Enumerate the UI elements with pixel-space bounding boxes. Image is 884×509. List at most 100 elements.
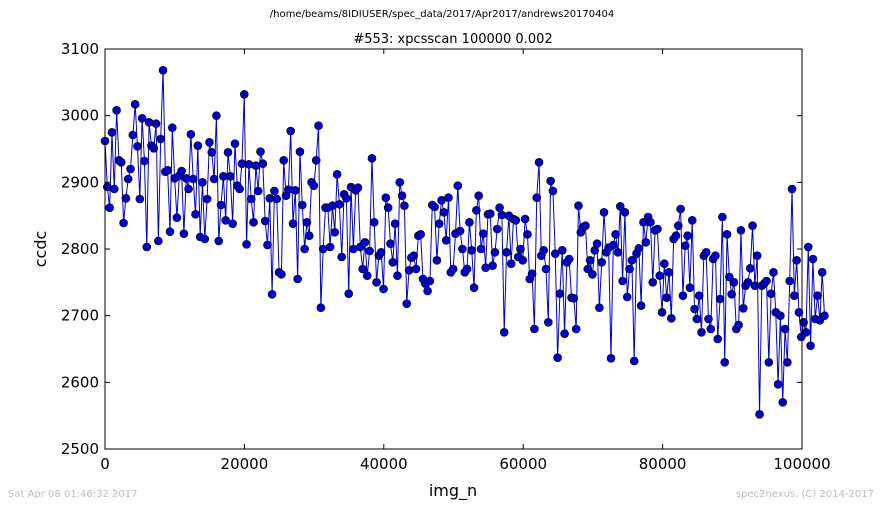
x-tick-label: 40000 xyxy=(360,455,408,473)
y-tick-label: 2900 xyxy=(61,173,99,191)
data-point xyxy=(226,172,235,181)
data-point xyxy=(790,291,799,300)
data-point xyxy=(722,230,732,239)
data-point xyxy=(615,202,625,211)
data-point xyxy=(121,194,131,203)
data-point xyxy=(154,236,163,246)
y-tick-label: 3100 xyxy=(61,40,99,58)
data-point xyxy=(706,324,716,334)
data-point xyxy=(608,240,618,250)
data-point xyxy=(295,147,305,156)
data-point xyxy=(502,248,511,257)
data-point xyxy=(729,278,739,287)
data-point xyxy=(381,193,391,202)
data-point xyxy=(648,278,658,287)
data-point xyxy=(469,283,479,292)
data-point xyxy=(485,209,495,218)
data-point xyxy=(620,208,630,217)
data-point xyxy=(128,130,138,140)
data-point xyxy=(544,318,553,327)
series-line xyxy=(104,70,826,415)
data-point xyxy=(530,324,539,334)
data-point xyxy=(755,410,764,419)
data-point xyxy=(611,230,620,239)
y-axis-label: ccdc xyxy=(31,231,50,268)
data-point xyxy=(362,271,372,280)
data-point xyxy=(734,320,743,330)
data-point xyxy=(527,269,537,278)
data-point xyxy=(490,248,500,257)
data-point xyxy=(718,212,727,222)
data-point xyxy=(820,311,829,320)
x-tick-label: 20000 xyxy=(221,455,269,473)
data-point xyxy=(286,126,295,136)
data-point xyxy=(769,268,778,277)
data-point xyxy=(367,154,377,163)
data-point xyxy=(444,193,453,202)
data-point xyxy=(671,231,681,240)
data-point xyxy=(448,264,458,274)
data-point xyxy=(592,239,602,248)
data-point xyxy=(657,308,667,317)
data-point xyxy=(553,353,562,362)
data-point xyxy=(383,203,393,212)
data-point xyxy=(249,218,258,227)
data-point xyxy=(335,200,344,209)
data-point xyxy=(773,380,783,389)
x-axis-label: img_n xyxy=(429,481,477,501)
data-point xyxy=(462,264,472,274)
data-point xyxy=(715,294,725,304)
data-point xyxy=(667,314,676,323)
data-point xyxy=(743,278,753,287)
y-tick-label: 2700 xyxy=(61,307,99,325)
data-point xyxy=(546,176,555,186)
data-point xyxy=(186,130,196,139)
data-point xyxy=(188,174,198,184)
data-point xyxy=(787,184,797,194)
data-point xyxy=(142,242,152,252)
data-point xyxy=(425,276,435,286)
data-point xyxy=(126,164,135,174)
x-tick-label: 100000 xyxy=(773,455,830,473)
data-point xyxy=(272,194,282,204)
data-point xyxy=(404,266,414,275)
data-point xyxy=(655,271,665,280)
data-point xyxy=(453,181,463,190)
data-point xyxy=(411,264,421,274)
data-point xyxy=(277,270,286,279)
data-point xyxy=(564,254,574,264)
data-point xyxy=(792,256,801,265)
data-point xyxy=(179,229,189,238)
data-point xyxy=(694,291,704,300)
data-point xyxy=(191,210,200,219)
data-point xyxy=(386,239,395,248)
data-point xyxy=(316,303,326,312)
data-point xyxy=(144,118,154,127)
data-point xyxy=(585,256,595,265)
data-point xyxy=(801,328,811,337)
data-point xyxy=(165,227,175,236)
data-point xyxy=(151,119,161,128)
data-point xyxy=(330,228,340,237)
data-point xyxy=(495,203,504,212)
data-point xyxy=(288,219,298,228)
data-point xyxy=(523,230,532,239)
data-point xyxy=(168,123,177,132)
data-point xyxy=(439,208,449,217)
data-point xyxy=(300,244,309,254)
data-point xyxy=(416,230,425,239)
data-point xyxy=(539,246,548,255)
data-point xyxy=(550,249,560,258)
data-point xyxy=(574,201,583,210)
data-point xyxy=(409,251,418,260)
data-point xyxy=(516,244,525,254)
data-point xyxy=(690,304,699,314)
x-tick-label: 60000 xyxy=(499,455,547,473)
data-point xyxy=(260,216,270,226)
data-point xyxy=(799,318,808,327)
axis-ticks: 0 20000 40000 60000 80000 100000 2500 2600 2700 2… xyxy=(61,40,831,473)
data-point xyxy=(365,246,374,256)
data-point xyxy=(803,242,813,252)
data-point xyxy=(235,184,244,194)
